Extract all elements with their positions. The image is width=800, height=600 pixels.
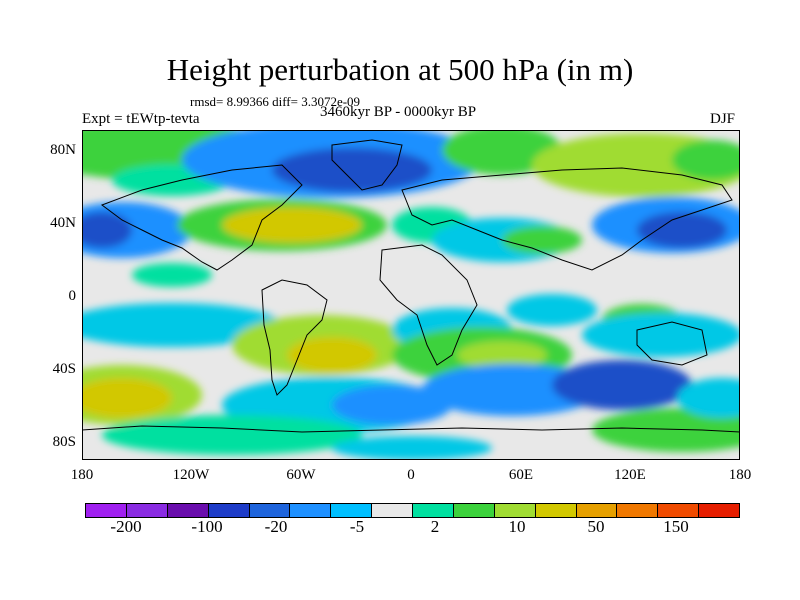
colorbar-cell xyxy=(535,504,577,517)
field-region xyxy=(592,408,740,452)
lat-label-40n: 40N xyxy=(50,215,76,231)
colorbar-cell xyxy=(494,504,536,517)
colorbar-cell xyxy=(86,504,127,517)
field-region xyxy=(82,378,172,418)
field-region xyxy=(332,436,492,460)
field-region xyxy=(552,360,692,410)
height-perturbation-map xyxy=(82,130,740,460)
colorbar-label-50: 50 xyxy=(587,517,605,536)
field-region xyxy=(332,385,452,425)
field-region xyxy=(132,263,212,287)
antarctica-coast xyxy=(82,425,740,433)
lon-label-180w: 180 xyxy=(70,467,94,483)
lat-label-80s: 80S xyxy=(52,434,76,450)
lat-label-equator: 0 xyxy=(68,288,77,304)
colorbar-cell xyxy=(576,504,618,517)
experiment-label: Expt = tEWtp-tevta xyxy=(82,111,200,127)
lon-label-120e: 120E xyxy=(614,467,646,483)
field-region xyxy=(502,226,582,254)
colorbar-cell xyxy=(658,504,700,517)
colorbar-cell xyxy=(372,504,413,517)
field-region xyxy=(82,303,282,347)
field-region xyxy=(222,207,362,243)
map-title: Height perturbation at 500 hPa (in m) xyxy=(166,52,634,87)
field-region xyxy=(672,140,740,180)
colorbar-label-neg5: -5 xyxy=(349,517,365,536)
colorbar-label-150: 150 xyxy=(663,517,689,536)
lon-label-60e: 60E xyxy=(508,467,534,483)
lat-label-80n: 80N xyxy=(50,142,76,158)
period-label: 3460kyr BP - 0000kyr BP xyxy=(320,104,477,120)
field-region xyxy=(677,378,740,418)
field-region xyxy=(102,415,362,455)
field-region xyxy=(457,341,547,369)
africa-coast xyxy=(379,244,478,366)
field-region xyxy=(637,212,727,248)
colorbar-cell xyxy=(208,504,250,517)
rmsd-stats: rmsd= 8.99366 diff= 3.3072e-09 xyxy=(190,94,361,109)
lon-label-120w: 120W xyxy=(172,467,210,483)
coastlines xyxy=(82,139,740,433)
colorbar-cell xyxy=(699,504,739,517)
season-label: DJF xyxy=(710,111,736,127)
map-frame xyxy=(82,130,740,460)
eurasia-coast xyxy=(401,167,733,271)
colorbar-label-10: 10 xyxy=(508,517,526,536)
map-panel xyxy=(82,130,740,460)
colorbar-label-2: 2 xyxy=(430,517,440,536)
greenland-coast xyxy=(331,139,403,191)
colorbar-cell xyxy=(413,504,454,517)
north-america-coast xyxy=(100,164,303,271)
colorbar-cell xyxy=(290,504,332,517)
lon-label-60w: 60W xyxy=(286,467,316,483)
colorbar-label-neg20: -20 xyxy=(264,517,288,536)
colorbar-cell xyxy=(249,504,291,517)
lat-label-40s: 40S xyxy=(52,361,76,377)
colorbar-cell xyxy=(167,504,209,517)
lon-label-0: 0 xyxy=(407,467,415,483)
lon-label-180e: 180 xyxy=(728,467,752,483)
colorbar-cell xyxy=(453,504,495,517)
field-region xyxy=(272,148,432,192)
colorbar-cell xyxy=(617,504,659,517)
south-america-coast xyxy=(261,279,328,396)
field-region xyxy=(582,313,740,357)
field-region xyxy=(82,212,132,248)
field-region xyxy=(507,294,597,326)
colorbar xyxy=(85,503,740,518)
field-region xyxy=(287,337,377,373)
field-region xyxy=(442,130,562,175)
australia-coast xyxy=(636,321,708,366)
colorbar-cell xyxy=(331,504,373,517)
colorbar-label-neg200: -200 xyxy=(110,517,142,536)
colorbar-label-neg100: -100 xyxy=(191,517,223,536)
colorbar-cell xyxy=(126,504,168,517)
